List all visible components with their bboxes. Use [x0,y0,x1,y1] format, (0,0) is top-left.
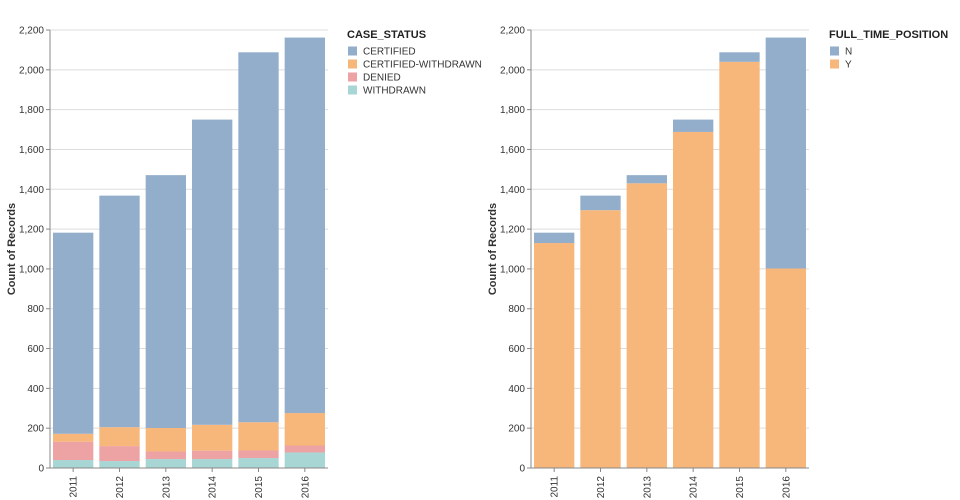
x-tick-label: 2011 [69,476,80,498]
legend-label: Y [845,60,852,71]
y-tick-label: 1,000 [19,264,44,275]
y-tick-label: 600 [27,344,44,355]
bar-n-2011 [534,232,575,244]
bar-certified-2014 [192,119,233,425]
legend-label: DENIED [363,73,401,84]
legend-label: CERTIFIED [363,47,416,58]
y-tick-label: 1,200 [19,225,44,236]
legend-label: CERTIFIED-WITHDRAWN [363,60,482,71]
y-tick-label: 2,000 [19,65,44,76]
bar-certified-2016 [284,37,325,414]
bar-certified-withdrawn-2015 [238,422,279,451]
full-time-position-chart: 0 200 400 600 800 1,000 1,200 1,400 1,600 1,800 2,… [487,26,948,499]
legend-swatch [348,85,357,95]
bar-y-2015 [719,61,760,468]
y-tick-label: 1,800 [500,105,525,116]
x-tick-label: 2014 [208,476,219,499]
y-tick-label: 1,600 [500,145,525,156]
bar-y-2014 [673,131,714,468]
y-tick-label: 800 [508,304,525,315]
y-axis-title: Count of Records [487,203,499,295]
legend-swatch [348,72,357,82]
bar-certified-2012 [99,195,140,428]
y-tick-label: 1,200 [500,225,525,236]
bar-n-2016 [765,37,806,269]
bar-denied-2015 [238,450,279,459]
legend-label: N [845,47,852,58]
y-tick-label: 2,000 [500,65,525,76]
bar-denied-2013 [145,451,186,460]
y-tick-label: 0 [519,464,525,475]
bar-y-2013 [626,183,667,469]
x-tick-label: 2014 [689,476,700,499]
bar-y-2012 [580,210,621,468]
y-tick-label: 1,800 [19,105,44,116]
bar-certified-2011 [53,232,94,434]
y-tick-label: 600 [508,344,525,355]
legend-label: WITHDRAWN [363,86,426,97]
bar-certified-2013 [145,175,186,428]
legend-title: CASE_STATUS [347,29,426,41]
bar-withdrawn-2016 [284,452,325,468]
bar-y-2016 [765,268,806,468]
case-status-chart: 0 200 400 600 800 1,000 1,200 1,400 1,600 1,800 2,… [6,26,482,499]
y-tick-label: 400 [508,384,525,395]
x-tick-label: 2015 [254,476,265,499]
bar-withdrawn-2011 [53,460,94,468]
y-axis-title: Count of Records [6,203,18,295]
x-tick-label: 2012 [596,476,607,499]
x-tick-label: 2016 [300,476,311,499]
y-tick-label: 2,200 [19,26,44,37]
bar-n-2014 [673,119,714,132]
bar-withdrawn-2015 [238,458,279,468]
bar-certified-withdrawn-2011 [53,433,94,442]
legend-title: FULL_TIME_POSITION [829,29,948,41]
bar-certified-2015 [238,52,279,423]
legend-swatch [348,46,357,56]
bar-n-2012 [580,195,621,211]
bar-withdrawn-2012 [99,461,140,468]
bar-withdrawn-2013 [145,459,186,468]
bar-denied-2012 [99,446,140,462]
x-tick-label: 2012 [115,476,126,499]
y-tick-label: 2,200 [500,26,525,37]
legend-swatch [830,59,839,69]
bar-denied-2016 [284,445,325,453]
bar-denied-2014 [192,450,233,460]
bar-withdrawn-2014 [192,459,233,468]
x-tick-label: 2013 [161,476,172,499]
bar-certified-withdrawn-2014 [192,424,233,451]
bar-n-2015 [719,52,760,62]
bar-y-2011 [534,243,575,468]
y-tick-label: 1,400 [500,185,525,196]
x-tick-label: 2016 [781,476,792,499]
y-tick-label: 0 [38,464,44,475]
y-tick-label: 1,400 [19,185,44,196]
bar-certified-withdrawn-2016 [284,413,325,446]
y-tick-label: 200 [27,424,44,435]
legend-swatch [348,59,357,69]
x-tick-label: 2011 [550,476,561,498]
y-tick-label: 400 [27,384,44,395]
x-tick-label: 2013 [642,476,653,499]
y-tick-label: 800 [27,304,44,315]
bar-denied-2011 [53,441,94,461]
bar-n-2013 [626,175,667,184]
y-tick-label: 200 [508,424,525,435]
bar-certified-withdrawn-2012 [99,427,140,447]
bar-certified-withdrawn-2013 [145,427,186,452]
y-tick-label: 1,000 [500,264,525,275]
y-tick-label: 1,600 [19,145,44,156]
legend-swatch [830,46,839,56]
x-tick-label: 2015 [735,476,746,499]
